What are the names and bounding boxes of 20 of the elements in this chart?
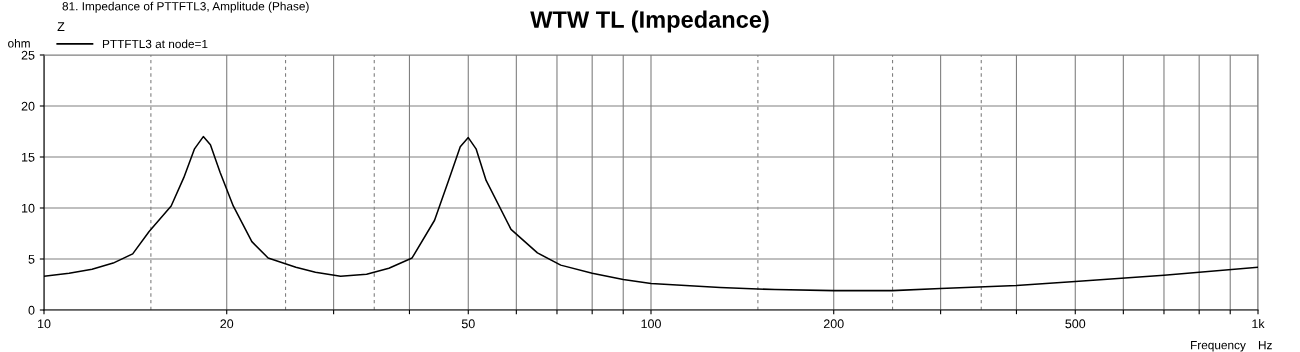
x-tick-label: 200: [823, 319, 844, 329]
x-tick-label: 500: [1065, 319, 1086, 329]
x-tick-label: 100: [641, 319, 661, 329]
chart-title: WTW TL (Impedance): [530, 10, 769, 33]
y-tick-label: 20: [21, 101, 35, 111]
chart-subtitle: 81. Impedance of PTTFTL3, Amplitude (Phase): [62, 1, 309, 13]
text: Hz: [1258, 341, 1272, 350]
y-tick-label: 0: [28, 305, 35, 315]
x-tick-label: 20: [220, 319, 234, 329]
x-tick-label: 1k: [1252, 319, 1265, 329]
x-axis-title: Frequency: [1191, 341, 1246, 352]
x-tick-label: 10: [38, 319, 51, 329]
y-tick-label: 15: [22, 152, 35, 162]
legend-label: PTTFTL3 at node=1: [102, 39, 208, 49]
y-tick-label: 25: [21, 50, 35, 60]
x-tick-label: 50: [461, 319, 475, 329]
legend-title: Z: [57, 22, 65, 31]
y-axis-title: ohm: [8, 38, 30, 48]
y-tick-label: 5: [28, 254, 35, 264]
y-tick-label: 10: [22, 203, 35, 213]
